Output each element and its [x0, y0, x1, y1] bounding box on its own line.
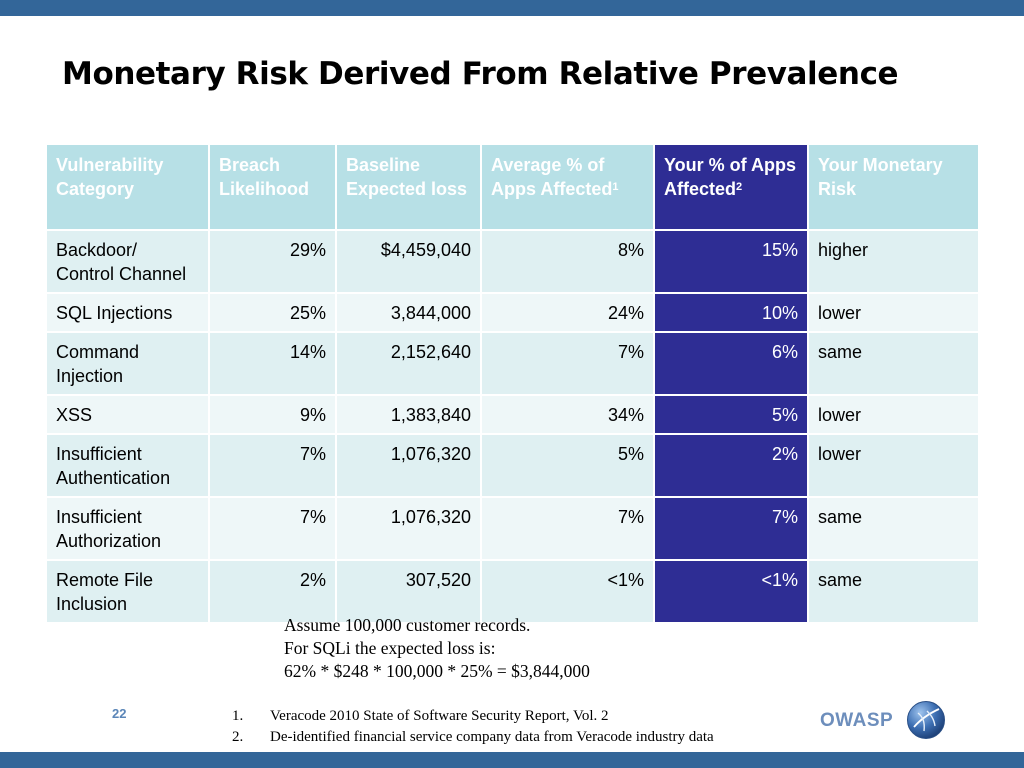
- cell-your-apps-affected: 15%: [653, 229, 809, 294]
- brand-name: OWASP: [820, 710, 894, 731]
- footnote-marker: 1: [612, 181, 619, 193]
- header-vulnerability-category: Vulnerability Category: [45, 143, 210, 231]
- footnote-marker: 2: [736, 181, 743, 193]
- cell-baseline-expected-loss: 307,520: [335, 559, 482, 624]
- table-body: Backdoor/ Control Channel 29% $4,459,040 8%…: [45, 229, 980, 624]
- cell-vulnerability-category: XSS: [45, 394, 210, 435]
- cell-baseline-expected-loss: 2,152,640: [335, 331, 482, 396]
- table-row: XSS 9% 1,383,840 34% 5% lower: [45, 394, 980, 435]
- table-row: SQL Injections 25% 3,844,000 24% 10% lower: [45, 292, 980, 333]
- cell-average-apps-affected: 5%: [480, 433, 655, 498]
- cell-average-apps-affected: <1%: [480, 559, 655, 624]
- note-line: Assume 100,000 customer records.: [284, 615, 531, 635]
- header-your-monetary-risk: Your Monetary Risk: [807, 143, 980, 231]
- cell-breach-likelihood: 14%: [208, 331, 337, 396]
- table-row: Insufficient Authorization 7% 1,076,320 7% 7…: [45, 496, 980, 561]
- table-header-row: Vulnerability Category Breach Likelihood…: [45, 143, 980, 231]
- cell-baseline-expected-loss: 1,383,840: [335, 394, 482, 435]
- header-breach-likelihood: Breach Likelihood: [208, 143, 337, 231]
- cell-your-monetary-risk: same: [807, 331, 980, 396]
- cell-breach-likelihood: 7%: [208, 433, 337, 498]
- cell-your-apps-affected: 7%: [653, 496, 809, 561]
- note-line: 62% * $248 * 100,000 * 25% = $3,844,000: [284, 661, 590, 681]
- cell-vulnerability-category: Backdoor/ Control Channel: [45, 229, 210, 294]
- cell-breach-likelihood: 9%: [208, 394, 337, 435]
- cell-breach-likelihood: 25%: [208, 292, 337, 333]
- cell-your-monetary-risk: same: [807, 559, 980, 624]
- cell-average-apps-affected: 7%: [480, 496, 655, 561]
- cell-breach-likelihood: 2%: [208, 559, 337, 624]
- cell-baseline-expected-loss: 1,076,320: [335, 433, 482, 498]
- risk-table: Vulnerability Category Breach Likelihood…: [45, 143, 980, 624]
- cell-average-apps-affected: 24%: [480, 292, 655, 333]
- top-bar: [0, 0, 1024, 16]
- footnote-item: 2. De-identified financial service compan…: [232, 729, 714, 745]
- cell-your-monetary-risk: higher: [807, 229, 980, 294]
- assumption-notes: Assume 100,000 customer records. For SQL…: [284, 614, 590, 683]
- page-number: 22: [112, 706, 127, 721]
- cell-your-apps-affected: 2%: [653, 433, 809, 498]
- cell-vulnerability-category: Insufficient Authentication: [45, 433, 210, 498]
- owasp-wasp-logo-icon: [907, 701, 945, 739]
- cell-your-apps-affected: <1%: [653, 559, 809, 624]
- cell-your-apps-affected: 5%: [653, 394, 809, 435]
- cell-vulnerability-category: Command Injection: [45, 331, 210, 396]
- table-row: Backdoor/ Control Channel 29% $4,459,040 8%…: [45, 229, 980, 294]
- cell-average-apps-affected: 34%: [480, 394, 655, 435]
- cell-your-monetary-risk: lower: [807, 394, 980, 435]
- cell-average-apps-affected: 8%: [480, 229, 655, 294]
- slide-title: Monetary Risk Derived From Relative Prev…: [62, 56, 899, 92]
- cell-your-monetary-risk: same: [807, 496, 980, 561]
- cell-your-monetary-risk: lower: [807, 292, 980, 333]
- cell-breach-likelihood: 29%: [208, 229, 337, 294]
- bottom-bar: [0, 752, 1024, 768]
- footnote-item: 1. Veracode 2010 State of Software Securi…: [232, 708, 609, 724]
- cell-average-apps-affected: 7%: [480, 331, 655, 396]
- note-line: For SQLi the expected loss is:: [284, 638, 496, 658]
- cell-breach-likelihood: 7%: [208, 496, 337, 561]
- cell-vulnerability-category: SQL Injections: [45, 292, 210, 333]
- table-row: Command Injection 14% 2,152,640 7% 6% same: [45, 331, 980, 396]
- cell-baseline-expected-loss: 1,076,320: [335, 496, 482, 561]
- header-average-apps-affected: Average % of Apps Affected1: [480, 143, 655, 231]
- cell-baseline-expected-loss: $4,459,040: [335, 229, 482, 294]
- cell-vulnerability-category: Remote File Inclusion: [45, 559, 210, 624]
- table-row: Remote File Inclusion 2% 307,520 <1% <1% same: [45, 559, 980, 624]
- cell-your-apps-affected: 10%: [653, 292, 809, 333]
- header-baseline-expected-loss: Baseline Expected loss: [335, 143, 482, 231]
- cell-your-apps-affected: 6%: [653, 331, 809, 396]
- cell-vulnerability-category: Insufficient Authorization: [45, 496, 210, 561]
- cell-baseline-expected-loss: 3,844,000: [335, 292, 482, 333]
- header-your-apps-affected: Your % of Apps Affected2: [653, 143, 809, 231]
- footnotes: 1. Veracode 2010 State of Software Securi…: [232, 706, 714, 748]
- cell-your-monetary-risk: lower: [807, 433, 980, 498]
- table-row: Insufficient Authentication 7% 1,076,320 5%…: [45, 433, 980, 498]
